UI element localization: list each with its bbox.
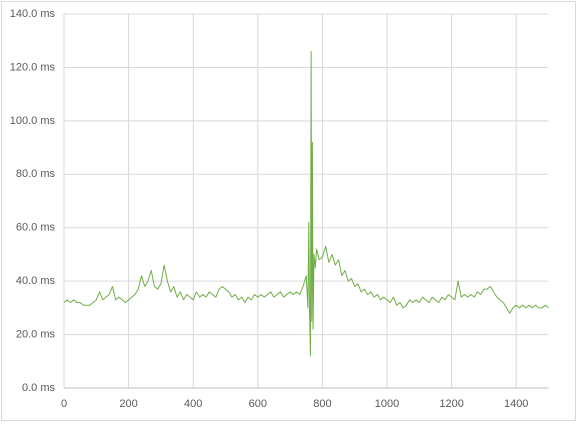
x-tick-label: 800	[313, 398, 331, 410]
x-tick-label: 400	[184, 398, 202, 410]
x-tick-label: 1000	[375, 398, 399, 410]
y-tick-label: 120.0 ms	[10, 61, 56, 73]
y-tick-label: 60.0 ms	[16, 222, 56, 234]
x-tick-label: 1400	[504, 398, 528, 410]
y-tick-label: 140.0 ms	[10, 8, 56, 20]
y-tick-label: 20.0 ms	[16, 328, 56, 340]
y-tick-label: 80.0 ms	[16, 168, 56, 180]
data-line	[63, 50, 549, 357]
x-tick-label: 200	[119, 398, 137, 410]
chart-border	[1, 1, 576, 421]
x-tick-label: 0	[61, 398, 67, 410]
y-tick-label: 40.0 ms	[16, 275, 56, 287]
y-tick-label: 0.0 ms	[22, 382, 56, 394]
x-tick-label: 600	[249, 398, 267, 410]
y-tick-label: 100.0 ms	[10, 115, 56, 127]
x-tick-label: 1200	[439, 398, 463, 410]
